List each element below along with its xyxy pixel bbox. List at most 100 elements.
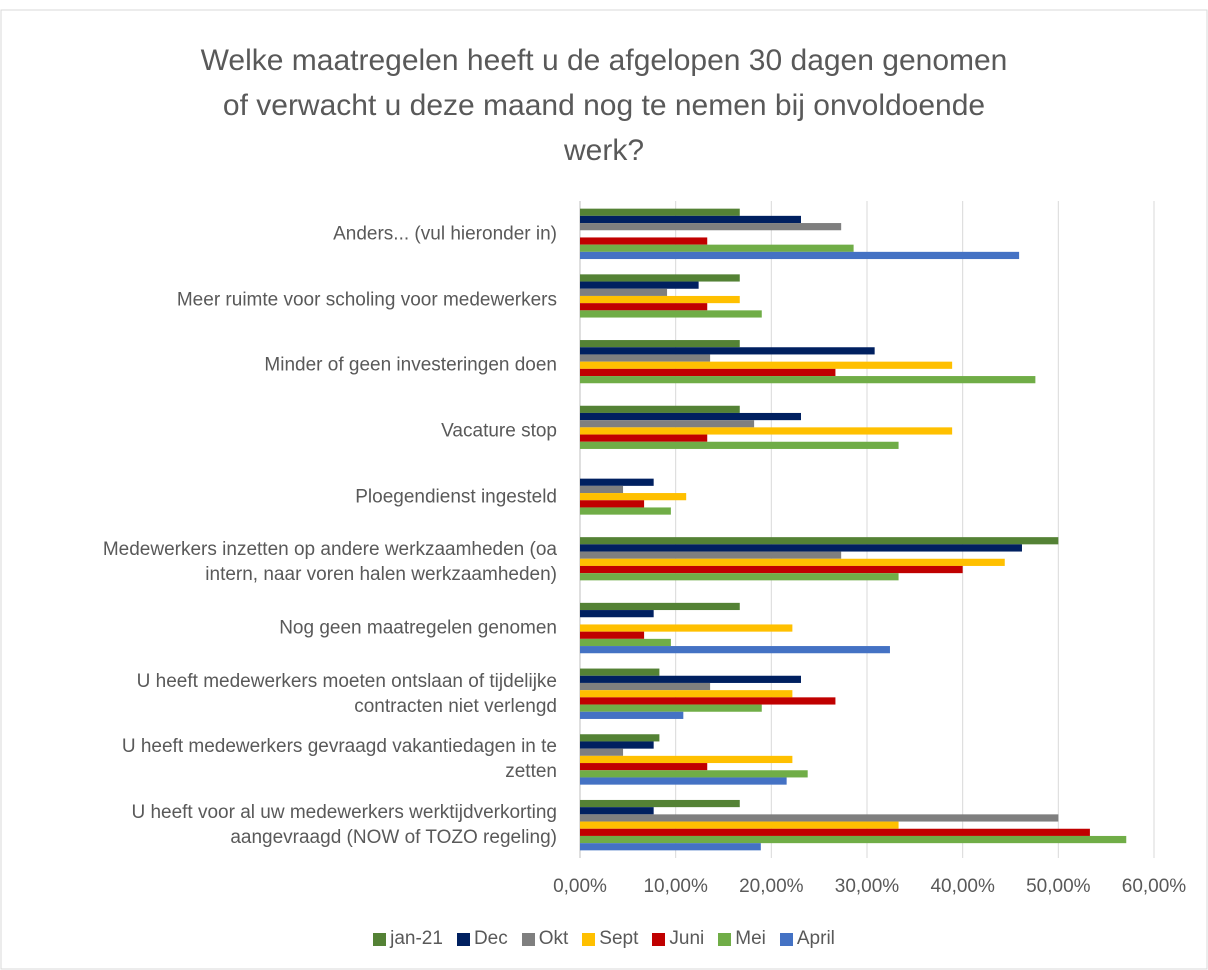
bar	[580, 485, 624, 494]
y-tick-label: Nog geen maatregelen genomen	[279, 617, 557, 639]
y-tick-label: Minder of geen investeringen doen	[264, 354, 557, 376]
x-tick-label: 0,00%	[553, 876, 607, 897]
bar	[580, 303, 708, 311]
y-tick-label: Anders... (vul hieronder in)	[333, 223, 557, 245]
bar	[580, 251, 1020, 260]
legend-item: Okt	[521, 928, 569, 950]
bar	[580, 624, 793, 632]
legend-label: Juni	[669, 928, 705, 949]
bar	[580, 244, 854, 252]
bar	[580, 288, 668, 296]
bar	[580, 748, 624, 756]
legend-label: April	[796, 928, 835, 949]
bar	[580, 631, 645, 639]
x-tick-label: 60,00%	[1122, 876, 1187, 897]
bar	[580, 500, 645, 508]
legend-swatch	[456, 932, 470, 946]
bar	[580, 807, 654, 815]
x-tick-label: 10,00%	[643, 876, 708, 897]
bar	[580, 434, 708, 442]
bar	[580, 821, 899, 829]
x-tick-label: 20,00%	[739, 876, 804, 897]
legend-item: Juni	[652, 928, 704, 950]
bar	[580, 274, 740, 282]
bar	[580, 412, 801, 421]
bar	[580, 646, 890, 654]
bar	[580, 704, 762, 712]
bar	[580, 427, 953, 435]
bar	[580, 420, 755, 428]
bar	[580, 565, 963, 574]
bar	[580, 843, 761, 851]
bar	[580, 441, 899, 449]
bar	[580, 215, 801, 224]
legend-label: jan-21	[390, 928, 443, 949]
chart-border	[0, 9, 1208, 970]
bar	[580, 814, 1059, 822]
y-tick-label: Ploegendienst ingesteld	[355, 486, 557, 508]
legend-item: Mei	[718, 928, 766, 950]
bar	[580, 558, 1005, 566]
bar	[580, 734, 660, 742]
y-tick-label: Vacature stop	[441, 420, 557, 442]
legend-swatch	[718, 932, 732, 946]
legend-label: Mei	[735, 928, 766, 949]
y-tick-label: U heeft voor al uw medewerkers werktijdv…	[131, 802, 557, 849]
bar	[580, 376, 1036, 384]
legend-item: Sept	[582, 928, 638, 950]
bar	[580, 340, 740, 348]
bar	[580, 835, 1127, 844]
bar	[580, 573, 899, 581]
y-tick-label: Meer ruimte voor scholing voor medewerke…	[176, 289, 557, 311]
legend-swatch	[652, 932, 666, 946]
bar	[580, 668, 660, 676]
bar	[580, 368, 836, 377]
legend-item: jan-21	[373, 928, 443, 950]
bar	[580, 682, 711, 691]
bar	[580, 237, 708, 245]
legend-item: Dec	[456, 928, 508, 950]
legend-swatch	[521, 932, 535, 946]
bar	[580, 544, 1022, 552]
bar	[580, 507, 671, 515]
bar	[580, 675, 801, 683]
bar	[580, 690, 793, 698]
bar	[580, 223, 842, 231]
bar	[580, 354, 711, 362]
bar	[580, 770, 808, 778]
legend-label: Dec	[473, 928, 508, 949]
bar	[580, 638, 671, 647]
bar	[580, 310, 762, 318]
bar	[580, 828, 1090, 836]
legend-swatch	[373, 932, 387, 946]
x-tick-label: 30,00%	[835, 876, 900, 897]
legend-swatch	[582, 932, 596, 946]
legend-item: April	[779, 928, 835, 950]
x-tick-label: 50,00%	[1026, 876, 1091, 897]
bar	[580, 478, 654, 486]
bar	[580, 755, 793, 764]
bar	[580, 405, 740, 413]
legend-label: Okt	[538, 928, 569, 949]
bar	[580, 537, 1059, 545]
bar	[580, 763, 708, 771]
y-tick-label: U heeft medewerkers moeten ontslaan of t…	[136, 670, 557, 717]
x-tick-label: 40,00%	[930, 876, 995, 897]
bar	[580, 493, 687, 501]
legend-swatch	[779, 932, 793, 946]
y-tick-label: Medewerkers inzetten op andere werkzaamh…	[102, 539, 557, 586]
bar	[580, 602, 740, 611]
bar	[580, 777, 787, 785]
bar	[580, 347, 875, 355]
bar	[580, 741, 654, 749]
bar	[580, 551, 842, 559]
bar	[580, 208, 740, 216]
legend-label: Sept	[599, 928, 639, 949]
bar	[580, 361, 953, 369]
chart-title: Welke maatregelen heeft u de afgelopen 3…	[200, 44, 1008, 167]
bar	[580, 295, 740, 304]
bar	[580, 799, 740, 808]
y-tick-label: U heeft medewerkers gevraagd vakantiedag…	[121, 736, 557, 783]
